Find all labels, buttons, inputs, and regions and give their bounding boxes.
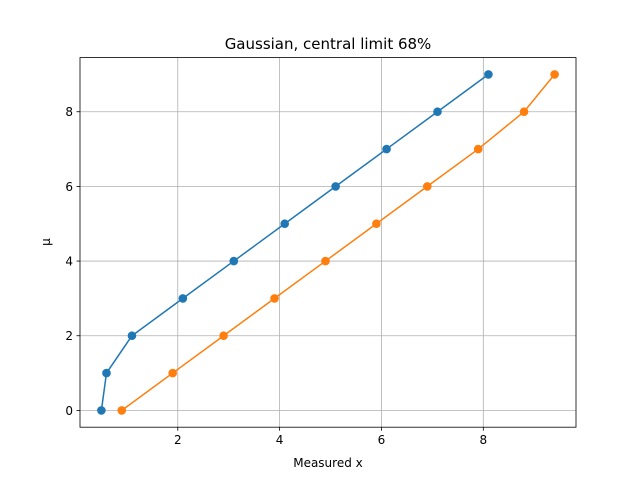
- data-point: [127, 331, 137, 341]
- data-point: [433, 107, 442, 117]
- chart-title: Gaussian, central limit 68%: [225, 35, 432, 53]
- series-2: [117, 70, 559, 415]
- data-point: [484, 70, 493, 79]
- y-tick-label: 2: [65, 329, 73, 343]
- y-tick-label: 8: [65, 105, 73, 119]
- series-line: [121, 73, 556, 412]
- data-point: [372, 219, 381, 229]
- data-point: [331, 182, 340, 191]
- data-point: [519, 107, 529, 117]
- data-point: [97, 406, 106, 415]
- data-point: [168, 368, 177, 378]
- axis-ticks: 2 4 6 8 0 2 4 6 8: [65, 105, 487, 447]
- y-tick-label: 6: [65, 180, 73, 194]
- plot-frame: [79, 57, 577, 428]
- y-tick-label: 4: [65, 255, 73, 269]
- data-point: [321, 256, 330, 266]
- data-point: [178, 294, 188, 303]
- data-point: [280, 219, 290, 229]
- y-axis-label: μ: [39, 238, 53, 246]
- data-point: [423, 182, 432, 191]
- series-1: [97, 70, 493, 415]
- data-point: [219, 331, 228, 341]
- x-tick-label: 6: [378, 433, 386, 447]
- x-axis-label: Measured x: [293, 456, 363, 470]
- data-point: [473, 144, 483, 154]
- series-layer: [97, 70, 559, 415]
- grid: [80, 57, 576, 428]
- x-tick-label: 2: [174, 433, 182, 447]
- x-tick-label: 4: [276, 433, 284, 447]
- data-point: [229, 256, 239, 266]
- x-tick-label: 8: [479, 433, 487, 447]
- data-point: [550, 70, 559, 79]
- series-line: [100, 73, 489, 411]
- data-point: [382, 144, 391, 154]
- data-point: [117, 406, 127, 415]
- y-tick-label: 0: [65, 404, 73, 418]
- data-point: [102, 368, 111, 378]
- data-point: [270, 294, 279, 303]
